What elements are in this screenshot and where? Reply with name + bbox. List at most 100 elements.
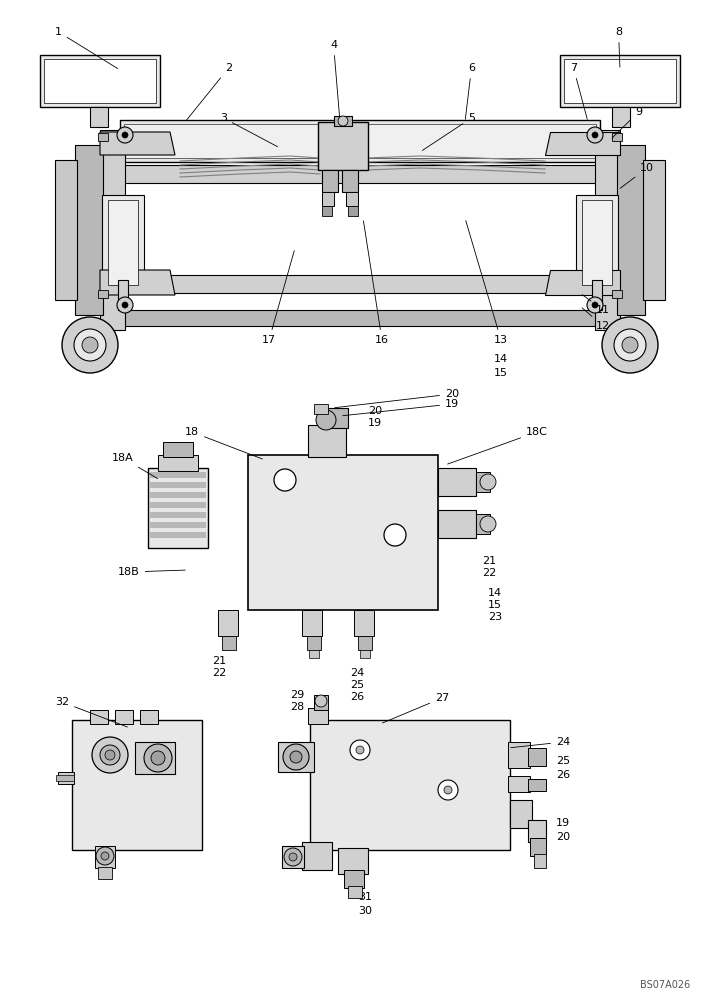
Bar <box>338 848 368 874</box>
Bar <box>58 772 74 784</box>
Bar <box>98 290 108 298</box>
Bar <box>476 472 490 492</box>
Bar <box>612 133 622 141</box>
Text: 25: 25 <box>350 680 364 690</box>
Circle shape <box>622 337 638 353</box>
Polygon shape <box>100 270 175 295</box>
Circle shape <box>587 297 603 313</box>
Text: 15: 15 <box>488 600 502 610</box>
Text: 14: 14 <box>488 588 502 598</box>
Circle shape <box>587 127 603 143</box>
Text: 22: 22 <box>212 668 226 678</box>
Bar <box>124 124 596 158</box>
Bar <box>150 472 206 478</box>
Text: 20: 20 <box>335 389 459 408</box>
Bar <box>163 442 193 457</box>
Bar <box>564 59 676 103</box>
Circle shape <box>117 127 133 143</box>
Text: 2: 2 <box>186 63 232 120</box>
Text: 8: 8 <box>615 27 622 67</box>
Text: 19: 19 <box>556 818 570 828</box>
Bar <box>322 192 334 206</box>
Text: 31: 31 <box>358 892 372 902</box>
Bar <box>148 468 208 548</box>
Text: 22: 22 <box>482 568 496 578</box>
Circle shape <box>105 750 115 760</box>
Bar <box>322 206 332 216</box>
Text: 19: 19 <box>343 399 459 416</box>
Bar <box>326 408 348 428</box>
Circle shape <box>592 302 598 308</box>
Bar <box>528 779 546 791</box>
Circle shape <box>82 337 98 353</box>
Bar <box>278 742 314 772</box>
Circle shape <box>151 751 165 765</box>
Bar <box>150 502 206 508</box>
Text: 18: 18 <box>185 427 262 459</box>
Bar <box>150 532 206 538</box>
Text: 32: 32 <box>55 697 127 727</box>
Bar <box>158 455 198 471</box>
Text: 26: 26 <box>556 770 570 780</box>
Circle shape <box>316 410 336 430</box>
Text: 4: 4 <box>330 40 340 119</box>
Bar <box>120 275 600 293</box>
Bar <box>102 195 144 290</box>
Circle shape <box>480 474 496 490</box>
Circle shape <box>144 744 172 772</box>
Circle shape <box>96 847 114 865</box>
Circle shape <box>350 740 370 760</box>
Bar <box>612 107 630 127</box>
Bar <box>307 636 321 650</box>
Bar <box>309 650 319 658</box>
Circle shape <box>284 848 302 866</box>
Circle shape <box>74 329 106 361</box>
Circle shape <box>614 329 646 361</box>
Bar <box>476 514 490 534</box>
Text: 11: 11 <box>582 295 610 315</box>
Circle shape <box>384 524 406 546</box>
Bar <box>72 720 202 850</box>
Bar <box>342 170 358 192</box>
Circle shape <box>122 302 128 308</box>
Text: 29: 29 <box>290 690 305 700</box>
Bar <box>318 122 368 170</box>
Bar <box>508 776 530 792</box>
Bar <box>617 145 645 315</box>
Bar <box>98 867 112 879</box>
Bar <box>120 310 600 326</box>
Bar <box>98 133 108 141</box>
Text: 25: 25 <box>556 756 570 766</box>
Bar <box>310 720 510 850</box>
Circle shape <box>283 744 309 770</box>
Bar <box>282 846 304 868</box>
Text: 14: 14 <box>494 354 508 364</box>
Bar <box>643 160 665 300</box>
Bar <box>438 468 476 496</box>
Text: 20: 20 <box>556 832 570 842</box>
Circle shape <box>315 695 327 707</box>
Text: 1: 1 <box>55 27 117 69</box>
Circle shape <box>92 737 128 773</box>
Polygon shape <box>545 270 620 295</box>
Text: 18A: 18A <box>112 453 158 479</box>
Bar <box>150 482 206 488</box>
Bar <box>592 280 602 310</box>
Bar <box>612 290 622 298</box>
Bar <box>582 200 612 285</box>
Text: 21: 21 <box>212 656 226 666</box>
Bar <box>348 206 358 216</box>
Bar <box>322 170 338 192</box>
Text: 10: 10 <box>620 163 654 188</box>
Circle shape <box>122 132 128 138</box>
Bar <box>75 145 103 315</box>
Bar <box>135 742 175 774</box>
Bar <box>308 708 328 724</box>
Text: 15: 15 <box>494 368 508 378</box>
Text: 3: 3 <box>220 113 277 147</box>
Circle shape <box>289 853 297 861</box>
Bar <box>150 522 206 528</box>
Text: 26: 26 <box>350 692 364 702</box>
Polygon shape <box>545 132 620 155</box>
Bar <box>528 748 546 766</box>
